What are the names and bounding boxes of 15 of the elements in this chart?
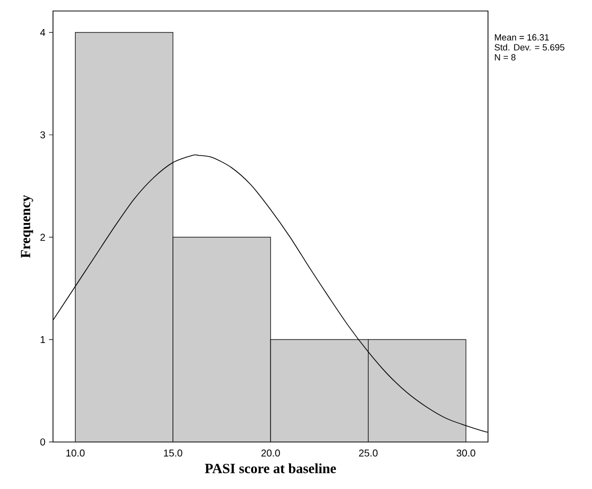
y-tick-label: 4 (40, 29, 46, 36)
text: N = 8 (494, 54, 516, 60)
y-axis-title: Frequency (20, 194, 34, 258)
x-tick-label: 15.0 (164, 450, 182, 457)
text: Mean = 16.31 (494, 34, 549, 41)
x-tick-label: 30.0 (456, 450, 476, 457)
x-tick-label: 20.0 (261, 450, 280, 457)
x-axis-title: PASI score at baseline (204, 463, 336, 474)
y-tick-label: 2 (40, 234, 45, 241)
y-tick-label: 0 (40, 438, 46, 446)
y-tick-label: 3 (40, 131, 46, 138)
x-tick-label: 25.0 (359, 450, 378, 457)
x-tick-label: 10.0 (66, 450, 85, 457)
y-tick-label: 1 (40, 336, 46, 344)
text: Std. Dev. = 5.695 (494, 44, 564, 51)
